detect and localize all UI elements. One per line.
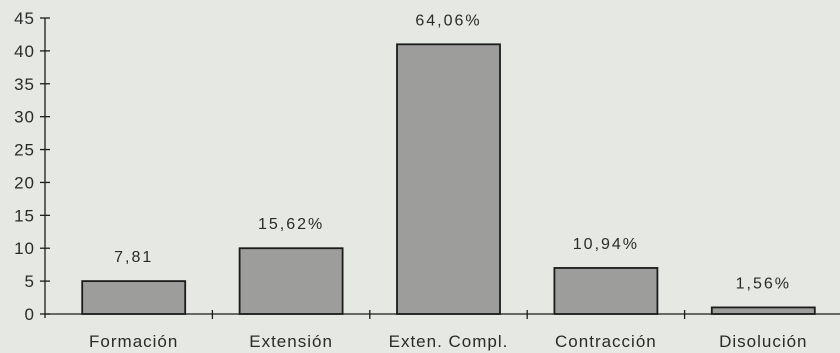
data-labels: 7,81 15,62% 64,06% 10,94% 1,56% <box>114 12 791 292</box>
y-axis: 0 5 10 15 20 25 30 35 40 45 <box>14 9 50 324</box>
y-tick-label-6: 30 <box>14 108 35 127</box>
x-tick-label-4: Disolución <box>719 332 807 351</box>
y-tick-label-3: 15 <box>14 206 35 225</box>
y-tick-label-4: 20 <box>14 173 35 192</box>
y-tick-label-0: 0 <box>25 305 35 324</box>
data-label-4: 1,56% <box>736 275 791 292</box>
y-tick-label-7: 35 <box>14 75 35 94</box>
y-tick-label-8: 40 <box>14 42 35 61</box>
data-label-0: 7,81 <box>114 249 153 266</box>
y-tick-label-1: 5 <box>25 272 35 291</box>
x-tick-label-1: Extensión <box>249 332 333 351</box>
bar-0 <box>81 280 187 315</box>
data-label-2: 64,06% <box>415 12 481 29</box>
bar-4 <box>710 306 816 315</box>
y-tick-label-9: 45 <box>14 9 35 28</box>
data-label-1: 15,62% <box>258 216 324 233</box>
x-axis: Formación Extensión Exten. Compl. Contracci… <box>45 310 840 351</box>
x-tick-label-0: Formación <box>89 332 178 351</box>
x-tick-label-3: Contracción <box>555 332 657 351</box>
bars <box>81 43 816 315</box>
bar-2 <box>396 43 501 315</box>
y-tick-label-5: 25 <box>14 141 35 160</box>
bar-3 <box>553 267 659 315</box>
bar-1 <box>238 247 344 315</box>
y-tick-label-2: 10 <box>14 239 35 258</box>
data-label-3: 10,94% <box>573 236 639 253</box>
x-tick-label-2: Exten. Compl. <box>389 332 509 351</box>
